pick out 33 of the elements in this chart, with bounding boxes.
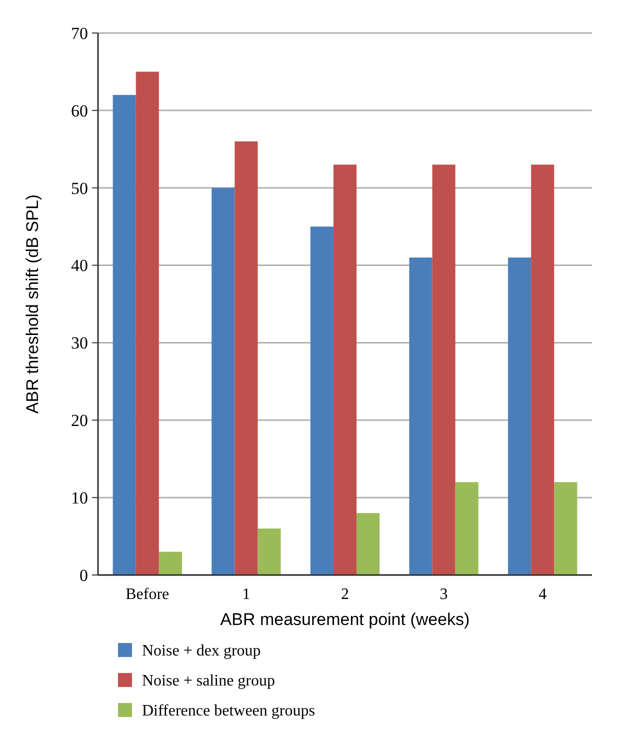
x-tick-label: 2 (341, 586, 349, 603)
bar (554, 482, 578, 575)
bar (455, 482, 478, 575)
bar (112, 94, 136, 575)
x-tick-label: 1 (242, 586, 250, 603)
y-tick-label: 0 (80, 566, 88, 585)
y-axis-title: ABR threshold shift (dB SPL) (23, 194, 42, 414)
x-tick-label: Before (126, 586, 170, 603)
bar (409, 258, 432, 575)
bar (432, 164, 456, 575)
x-tick-label: 4 (538, 586, 547, 603)
y-tick-label: 40 (71, 256, 88, 276)
y-tick-label: 50 (71, 178, 88, 198)
bar (310, 226, 334, 575)
bar (531, 164, 554, 575)
bar (136, 72, 159, 575)
bar (234, 141, 258, 575)
bar (212, 188, 235, 575)
bar (333, 164, 357, 575)
y-tick-label: 30 (71, 334, 88, 353)
y-tick-label: 10 (71, 488, 88, 508)
x-tick-label: 3 (440, 586, 448, 603)
bar (158, 552, 182, 575)
y-tick-label: 60 (71, 101, 88, 120)
y-tick-label: 20 (71, 411, 88, 430)
y-tick-label: 70 (71, 24, 88, 43)
bar (356, 513, 380, 575)
legend-label: Noise + dex group (142, 642, 261, 660)
legend-label: Difference between groups (142, 702, 315, 720)
bar (508, 258, 532, 575)
legend-label: Noise + saline group (142, 672, 275, 690)
bar (258, 528, 281, 575)
x-axis-title: ABR measurement point (weeks) (220, 610, 470, 629)
